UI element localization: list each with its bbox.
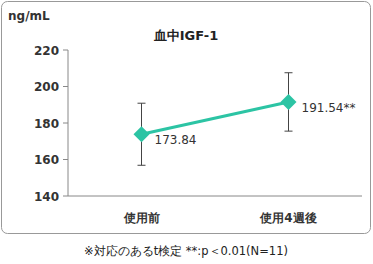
marker <box>281 94 297 110</box>
y-label: ng/mL <box>8 9 50 23</box>
y-tick <box>63 86 68 87</box>
x-axis <box>68 196 362 197</box>
y-tick <box>63 196 68 197</box>
title: 血中IGF-1 <box>153 28 218 43</box>
chart-frame <box>2 2 371 234</box>
data-line <box>142 102 289 134</box>
y-tick <box>63 123 68 124</box>
y-tick <box>63 50 68 51</box>
y-tick-label: 180 <box>34 117 59 131</box>
footnote: ※対応のあるt検定 **:p＜0.01(N=11) <box>84 244 288 258</box>
y-tick-label: 140 <box>34 190 59 204</box>
marker <box>134 126 150 142</box>
y-tick-label: 220 <box>34 44 59 58</box>
y-tick-label: 160 <box>34 153 59 167</box>
y-tick <box>63 159 68 160</box>
data-label: 191.54** <box>302 101 356 115</box>
marks <box>134 73 297 166</box>
data-label: 173.84 <box>155 133 197 147</box>
x-tick-label: 使用4週後 <box>259 211 316 225</box>
x-tick-label: 使用前 <box>123 211 160 225</box>
y-tick-label: 200 <box>34 80 59 94</box>
